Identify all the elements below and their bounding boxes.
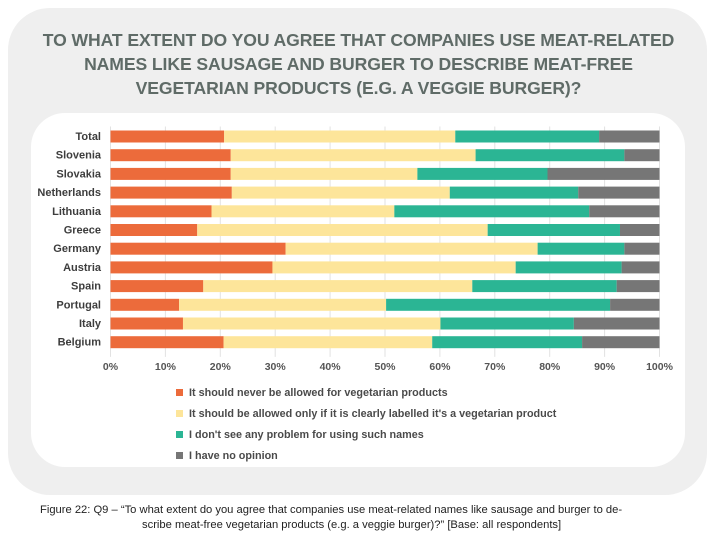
legend-swatch [176,452,183,459]
bar-segment [440,317,574,330]
bar-segment [110,336,224,349]
caption-line: scribe meat-free vegetarian products (e.… [142,519,562,531]
bar-segment [110,186,232,199]
bar-segment [487,224,620,236]
category-label: Total [76,131,101,143]
bar-segment [197,224,488,236]
bar-segment [110,149,231,162]
legend-item: It should never be allowed for vegetaria… [176,382,556,403]
bar-segment [110,130,225,143]
bar-segment [110,224,198,236]
bar-segment [547,167,660,180]
x-tick-label: 10% [155,361,177,373]
bar-segment [573,317,660,330]
bar-segment [610,298,660,311]
legend-label: I don't see any problem for using such n… [189,428,424,441]
bar-segment [582,336,660,349]
x-tick-label: 90% [594,361,616,373]
x-tick-label: 80% [539,361,561,373]
bar-segment [230,149,476,162]
category-label: Italy [79,318,102,330]
legend-item: I don't see any problem for using such n… [176,424,556,445]
legend-label: I have no opinion [189,449,278,462]
bar-segment [230,167,418,180]
bar-segment [231,186,450,199]
bar-segment [589,205,660,218]
bar-segment [537,242,625,255]
x-tick-label: 100% [646,361,674,373]
x-tick-label: 50% [374,361,396,373]
bar-segment [110,280,204,293]
title-line: NAMES LIKE SAUSAGE AND BURGER TO DESCRIB… [84,54,633,74]
bar-segment [223,336,433,349]
x-tick-label: 0% [103,361,119,373]
bar-segment [432,336,583,349]
category-label: Belgium [58,337,102,349]
bar-segment [224,130,456,143]
bar-segment [472,280,617,293]
category-label: Greece [64,225,101,237]
figure-caption: Figure 22: Q9 – “To what extent do you a… [40,503,700,533]
bar-segment [110,317,183,330]
x-tick-label: 30% [265,361,287,373]
title-line: VEGETARIAN PRODUCTS (E.G. A VEGGIE BURGE… [135,78,582,98]
bar-segment [449,186,579,199]
bar-segment [386,298,611,311]
bar-segment [203,280,473,293]
legend-item: I have no opinion [176,445,556,466]
bar-segment [211,205,395,218]
bar-segment [285,242,538,255]
legend-item: It should be allowed only if it is clear… [176,403,556,424]
bar-segment [110,261,273,274]
bar-segment [394,205,590,218]
bar-segment [110,167,231,180]
caption-line: Figure 22: Q9 – “To what extent do you a… [40,504,623,516]
x-tick-label: 20% [210,361,232,373]
bar-segment [417,167,548,180]
bar-segment [624,149,660,162]
bar-segment [515,261,622,274]
bar-segment [272,261,516,274]
legend-label: It should be allowed only if it is clear… [189,407,557,420]
category-label: Spain [71,281,101,293]
bar-segment [455,130,600,143]
category-label: Slovakia [56,168,102,180]
legend-swatch [176,410,183,417]
category-label: Lithuania [52,206,102,218]
bar-segment [182,317,441,330]
legend: It should never be allowed for vegetaria… [176,382,556,466]
bar-segment [599,130,660,143]
x-tick-label: 40% [320,361,342,373]
category-label: Germany [53,243,102,255]
category-label: Slovenia [56,150,102,162]
bar-segment [624,242,660,255]
x-tick-label: 70% [484,361,506,373]
category-label: Austria [63,262,102,274]
bar-segment [110,205,212,218]
bar-segment [475,149,625,162]
bar-segment [578,186,660,199]
bar-segment [110,298,180,311]
legend-label: It should never be allowed for vegetaria… [189,386,448,399]
legend-swatch [176,431,183,438]
category-label: Netherlands [37,187,101,199]
x-tick-label: 60% [429,361,451,373]
bar-segment [621,261,660,274]
category-label: Portugal [56,299,101,311]
chart-title: TO WHAT EXTENT DO YOU AGREE THAT COMPANI… [10,28,707,100]
bar-segment [110,242,286,255]
bar-segment [619,224,660,236]
bar-segment [179,298,387,311]
bar-segment [616,280,660,293]
title-line: TO WHAT EXTENT DO YOU AGREE THAT COMPANI… [42,30,675,50]
legend-swatch [176,389,183,396]
